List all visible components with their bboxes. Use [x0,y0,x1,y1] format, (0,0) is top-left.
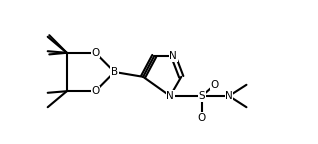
Text: N: N [225,91,233,101]
Text: O: O [91,48,100,58]
Text: O: O [198,113,206,123]
Text: O: O [91,86,100,96]
Text: S: S [199,91,205,101]
Text: N: N [166,91,174,101]
Text: B: B [111,67,118,77]
Text: N: N [169,51,177,61]
Text: O: O [211,80,219,90]
